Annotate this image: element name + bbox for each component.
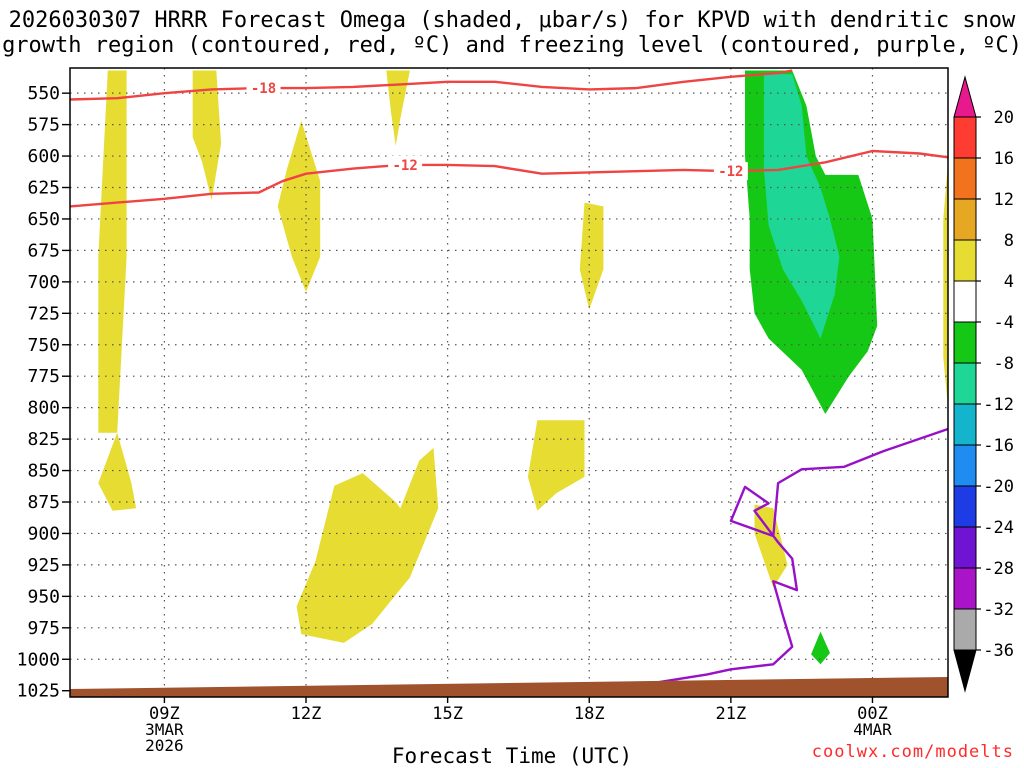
colorbar-label-11: -28 <box>983 559 1014 579</box>
colorbar-bin-7 <box>953 403 977 446</box>
omega-region-rising-edge-right <box>943 162 948 408</box>
x-tick-label-18Z: 18Z <box>574 704 605 724</box>
x-tick-label-21Z: 21Z <box>716 704 747 724</box>
colorbar-label-3: 8 <box>1004 231 1014 251</box>
omega-region-sinking-inner <box>763 74 840 339</box>
y-tick-label-800: 800 <box>27 398 60 419</box>
omega-region-sinking-small-low <box>811 631 830 665</box>
y-tick-label-750: 750 <box>27 335 60 356</box>
y-tick-label-625: 625 <box>27 178 60 199</box>
dendritic-contour-m12-label-bg-0 <box>388 155 423 174</box>
omega-region-rising-band-18z <box>579 202 604 310</box>
dendritic-contour-m12-label-bg-1 <box>713 162 748 181</box>
colorbar-label-2: 12 <box>994 190 1014 210</box>
colorbar-label-7: -12 <box>983 395 1014 415</box>
x-tick-label-12Z: 12Z <box>291 704 322 724</box>
x-tick-year-09Z: 2026 <box>145 736 184 755</box>
omega-region-rising-blob-left-low <box>98 432 137 511</box>
omega-region-rising-band-left <box>98 70 127 433</box>
colorbar-label-9: -20 <box>983 477 1014 497</box>
colorbar-bin-12 <box>953 608 977 651</box>
dendritic-contour-m18 <box>70 69 793 101</box>
omega-region-rising-band-14z <box>386 70 410 146</box>
colorbar-label-13: -36 <box>983 641 1014 661</box>
dendritic-contour-m18-label-bg-0 <box>246 79 281 98</box>
dendritic-contour-m12-label-1: -12 <box>718 164 743 180</box>
omega-region-rising-blob-22z <box>754 504 788 588</box>
colorbar-label-8: -16 <box>983 436 1014 456</box>
y-tick-label-775: 775 <box>27 366 60 387</box>
omega-region-rising-blob-12z <box>277 120 321 292</box>
plot-frame <box>69 67 949 698</box>
site-credit[interactable]: coolwx.com/modelts <box>811 742 1014 762</box>
y-tick-label-925: 925 <box>27 555 60 576</box>
colorbar-bin-4 <box>953 280 977 323</box>
y-tick-label-825: 825 <box>27 429 60 450</box>
x-tick-date-09Z: 3MAR <box>145 720 184 739</box>
y-tick-label-725: 725 <box>27 303 60 324</box>
contour-layer: -18 -12 -12 <box>70 69 948 697</box>
y-tick-label-900: 900 <box>27 523 60 544</box>
omega-shading-layer <box>98 70 948 665</box>
colorbar-bin-1 <box>953 157 977 200</box>
x-tick-label-09Z: 09Z <box>149 704 180 724</box>
colorbar-label-1: 16 <box>994 149 1014 169</box>
omega-region-rising-blob-17z-low <box>527 420 585 511</box>
colorbar-bin-0 <box>953 116 977 159</box>
colorbar-label-4: 4 <box>1004 272 1014 292</box>
dendritic-contour-m12 <box>70 149 948 208</box>
colorbar-label-6: -8 <box>994 354 1014 374</box>
colorbar-label-0: 20 <box>994 108 1014 128</box>
dendritic-contour-m12-label-0: -12 <box>393 158 418 174</box>
colorbar-top-arrow <box>953 75 977 118</box>
x-tick-label-15Z: 15Z <box>432 704 463 724</box>
x-tick-date-00Z: 4MAR <box>853 720 892 739</box>
omega-region-rising-blob-13z-low <box>296 447 439 643</box>
y-tick-label-850: 850 <box>27 461 60 482</box>
colorbar-bin-6 <box>953 362 977 405</box>
omega-region-rising-band-0945 <box>192 70 222 201</box>
colorbar-bin-2 <box>953 198 977 241</box>
terrain-layer <box>70 677 948 697</box>
colorbar-bin-5 <box>953 321 977 364</box>
x-tick-label-00Z: 00Z <box>857 704 888 724</box>
colorbar-label-5: -4 <box>994 313 1014 333</box>
colorbar-bin-3 <box>953 239 977 282</box>
freezing-level-line <box>617 427 948 697</box>
colorbar: 20 16 12 8 4 -4 -8 -12 -16 -20 -24 -28 -32 -36 <box>953 75 1014 693</box>
y-tick-label-675: 675 <box>27 240 60 261</box>
colorbar-bin-8 <box>953 444 977 487</box>
y-tick-label-975: 975 <box>27 618 60 639</box>
y-tick-label-575: 575 <box>27 115 60 136</box>
colorbar-bin-11 <box>953 567 977 610</box>
y-tick-label-600: 600 <box>27 146 60 167</box>
y-tick-label-1000: 1000 <box>17 649 60 670</box>
axes-layer: 550 575 600 625 650 675 700 725 750 775 800 825 850 8… <box>17 67 949 755</box>
y-tick-label-650: 650 <box>27 209 60 230</box>
title-line-1: 2026030307 HRRR Forecast Omega (shaded, … <box>8 8 1016 33</box>
y-tick-label-1025: 1025 <box>17 681 60 702</box>
y-tick-label-700: 700 <box>27 272 60 293</box>
y-tick-label-950: 950 <box>27 586 60 607</box>
x-axis-label: Forecast Time (UTC) <box>391 744 633 768</box>
y-tick-label-875: 875 <box>27 492 60 513</box>
colorbar-label-12: -32 <box>983 600 1014 620</box>
colorbar-bin-9 <box>953 485 977 528</box>
y-tick-label-550: 550 <box>27 83 60 104</box>
colorbar-bottom-arrow <box>953 649 977 693</box>
colorbar-bin-10 <box>953 526 977 569</box>
title-line-2: growth region (contoured, red, ºC) and f… <box>2 33 1022 58</box>
surface-terrain <box>70 677 948 697</box>
colorbar-label-10: -24 <box>983 518 1014 538</box>
dendritic-contour-m18-label-0: -18 <box>251 81 276 97</box>
